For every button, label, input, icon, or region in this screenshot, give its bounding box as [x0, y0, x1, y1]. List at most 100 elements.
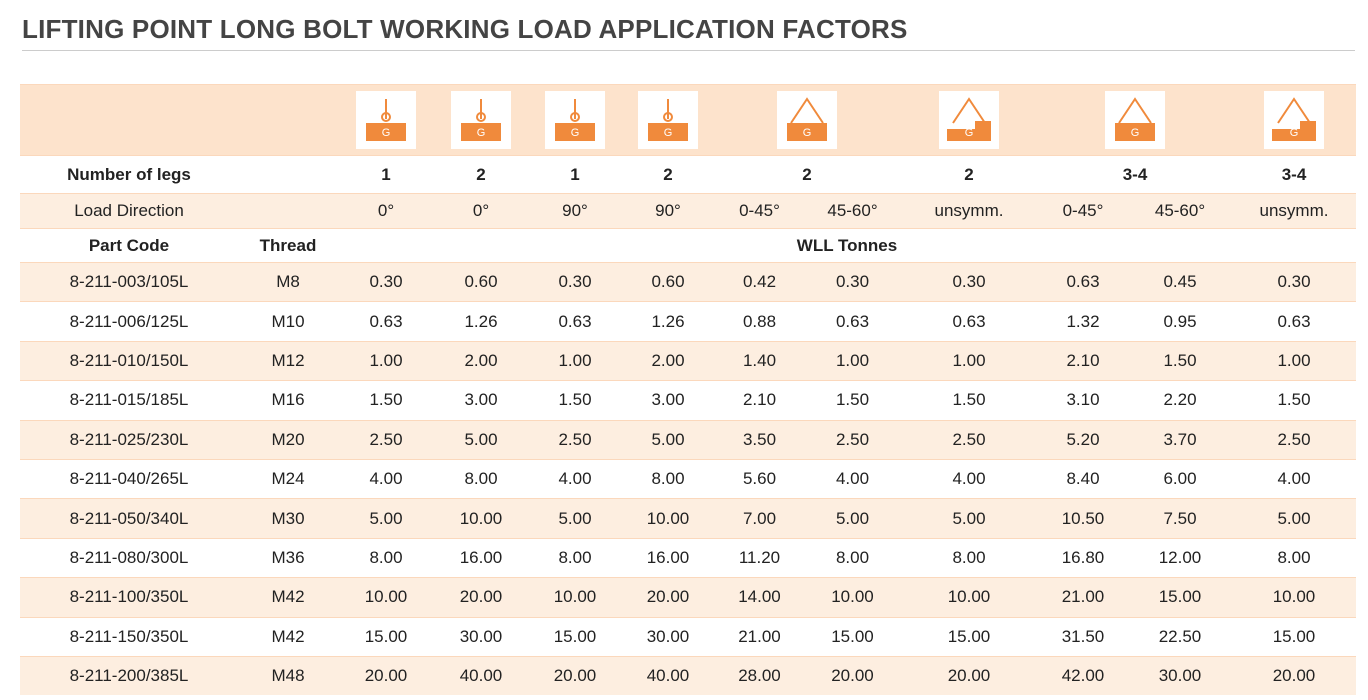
- data-cell: 12.00: [1128, 537, 1232, 578]
- data-cell: 10.00: [805, 577, 900, 618]
- data-cell: 15.00: [1128, 577, 1232, 618]
- icon-cell: G: [434, 84, 528, 156]
- data-cell: 5.20: [1038, 419, 1128, 460]
- direction-cell: 0°: [338, 193, 434, 229]
- data-cell: 8-211-050/340L: [20, 498, 238, 539]
- data-cell: 1.00: [528, 340, 622, 381]
- data-cell: 4.00: [338, 458, 434, 499]
- data-cell: 30.00: [434, 616, 528, 657]
- data-cell: 8.00: [338, 537, 434, 578]
- load-icon: G: [1264, 91, 1324, 149]
- data-cell: 5.00: [622, 419, 714, 460]
- svg-text:G: G: [803, 127, 812, 139]
- data-cell: 15.00: [338, 616, 434, 657]
- data-cell: 8.00: [434, 458, 528, 499]
- data-row: 8-211-200/385L M48 20.00 40.00 20.00 40.00 28.…: [20, 655, 1356, 696]
- data-cell: 40.00: [434, 655, 528, 696]
- data-cell: 0.30: [1232, 261, 1356, 302]
- data-cell: 8.00: [622, 458, 714, 499]
- title: LIFTING POINT LONG BOLT WORKING LOAD APP…: [22, 14, 1355, 51]
- data-cell: 1.26: [622, 301, 714, 342]
- data-cell: 2.20: [1128, 380, 1232, 421]
- direction-cell: 0°: [434, 193, 528, 229]
- icon-cell: G: [714, 84, 900, 156]
- legs-cell: 1: [528, 155, 622, 194]
- legs-cell: 3-4: [1232, 155, 1356, 194]
- data-cell: 20.00: [805, 655, 900, 696]
- data-cell: 5.60: [714, 458, 805, 499]
- data-cell: 0.30: [528, 261, 622, 302]
- data-cell: 8-211-010/150L: [20, 340, 238, 381]
- data-cell: 2.50: [805, 419, 900, 460]
- data-cell: M8: [238, 261, 338, 302]
- header-row: Part Code Thread WLL Tonnes: [20, 228, 1356, 263]
- data-cell: 20.00: [434, 577, 528, 618]
- legs-cell: 2: [714, 155, 900, 194]
- data-cell: 8.00: [805, 537, 900, 578]
- data-cell: 4.00: [1232, 458, 1356, 499]
- data-cell: 8.00: [1232, 537, 1356, 578]
- svg-text:G: G: [664, 127, 673, 139]
- data-cell: 2.00: [434, 340, 528, 381]
- data-cell: 1.26: [434, 301, 528, 342]
- data-cell: 5.00: [338, 498, 434, 539]
- data-cell: M20: [238, 419, 338, 460]
- data-cell: 1.50: [1128, 340, 1232, 381]
- header-cell: Thread: [238, 228, 338, 263]
- data-cell: 3.00: [434, 380, 528, 421]
- data-cell: 16.80: [1038, 537, 1128, 578]
- data-cell: 3.10: [1038, 380, 1128, 421]
- data-cell: M16: [238, 380, 338, 421]
- data-cell: 3.70: [1128, 419, 1232, 460]
- load-icon: G: [451, 91, 511, 149]
- data-cell: 2.50: [528, 419, 622, 460]
- data-cell: 8-211-200/385L: [20, 655, 238, 696]
- data-cell: 8.00: [900, 537, 1038, 578]
- data-cell: 8-211-100/350L: [20, 577, 238, 618]
- data-cell: 15.00: [1232, 616, 1356, 657]
- icon-cell: G: [622, 84, 714, 156]
- data-cell: 10.00: [1232, 577, 1356, 618]
- data-row: 8-211-015/185L M16 1.50 3.00 1.50 3.00 2.10 1.5…: [20, 380, 1356, 421]
- data-cell: 1.00: [1232, 340, 1356, 381]
- svg-text:G: G: [965, 127, 974, 139]
- data-row: 8-211-025/230L M20 2.50 5.00 2.50 5.00 3.50 2.5…: [20, 419, 1356, 460]
- data-cell: M48: [238, 655, 338, 696]
- data-cell: 0.30: [805, 261, 900, 302]
- legs-cell: 1: [338, 155, 434, 194]
- direction-row: Load Direction 0° 0° 90° 90° 0-45° 45-60° unsym…: [20, 193, 1356, 229]
- row-label: Load Direction: [20, 193, 238, 229]
- data-cell: 15.00: [805, 616, 900, 657]
- data-cell: 2.50: [1232, 419, 1356, 460]
- icon-cell: G: [1232, 84, 1356, 156]
- data-cell: 0.63: [1038, 261, 1128, 302]
- data-cell: 20.00: [338, 655, 434, 696]
- data-cell: 10.00: [900, 577, 1038, 618]
- data-cell: 0.95: [1128, 301, 1232, 342]
- direction-cell: 45-60°: [805, 193, 900, 229]
- load-icon: G: [1105, 91, 1165, 149]
- data-cell: 31.50: [1038, 616, 1128, 657]
- data-cell: 0.60: [622, 261, 714, 302]
- data-cell: 10.00: [622, 498, 714, 539]
- data-cell: 0.63: [900, 301, 1038, 342]
- data-cell: 0.63: [805, 301, 900, 342]
- data-cell: 1.40: [714, 340, 805, 381]
- data-cell: 0.88: [714, 301, 805, 342]
- data-cell: 1.00: [805, 340, 900, 381]
- data-cell: 2.10: [1038, 340, 1128, 381]
- data-cell: M42: [238, 616, 338, 657]
- load-icon: G: [545, 91, 605, 149]
- data-cell: 0.63: [1232, 301, 1356, 342]
- data-row: 8-211-003/105L M8 0.30 0.60 0.30 0.60 0.42 0.30…: [20, 261, 1356, 302]
- blank-cell: [20, 84, 338, 156]
- data-cell: 1.50: [805, 380, 900, 421]
- load-icon: G: [777, 91, 837, 149]
- data-cell: 20.00: [528, 655, 622, 696]
- row-label: Number of legs: [20, 155, 238, 194]
- data-cell: 40.00: [622, 655, 714, 696]
- data-cell: 1.00: [338, 340, 434, 381]
- legs-cell: 3-4: [1038, 155, 1232, 194]
